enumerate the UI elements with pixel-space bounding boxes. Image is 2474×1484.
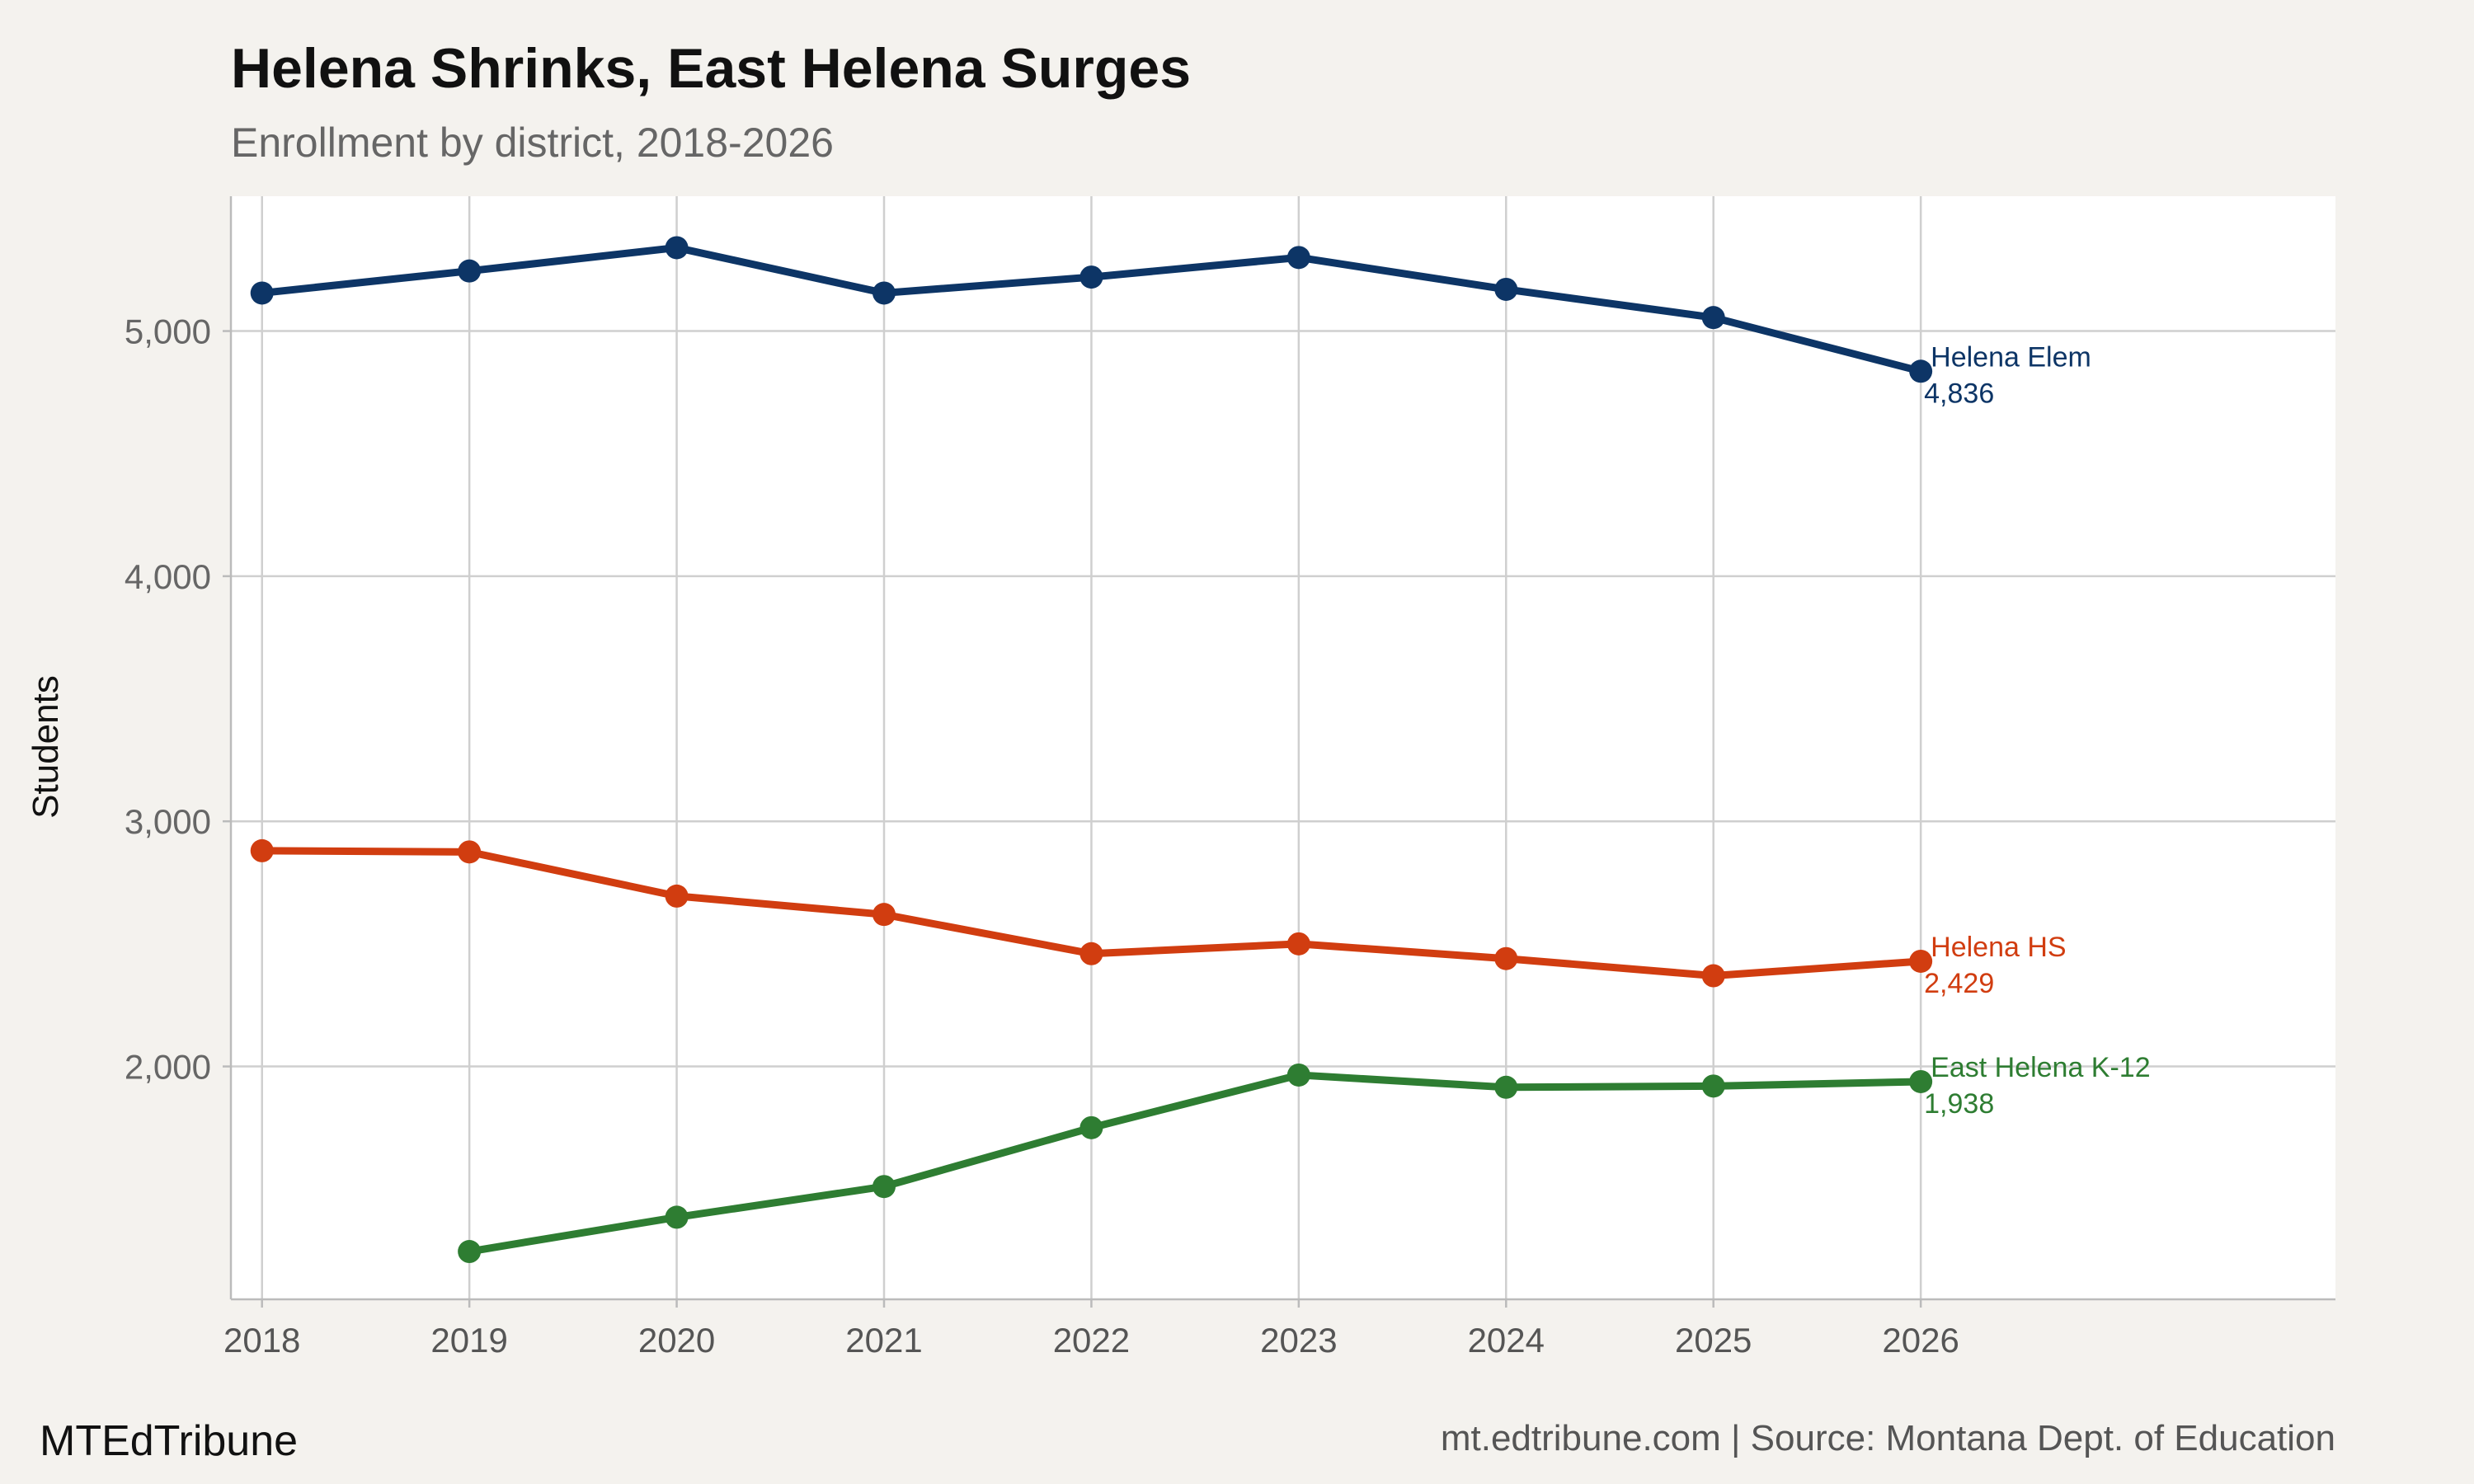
data-point-helena-elem: [1494, 277, 1518, 301]
data-point-east-helena-k-12: [1701, 1074, 1725, 1098]
data-point-helena-elem: [1909, 359, 1933, 383]
data-point-east-helena-k-12: [1286, 1063, 1310, 1087]
x-tick-label: 2021: [845, 1321, 922, 1360]
x-tick-label: 2025: [1675, 1321, 1752, 1360]
series-value-label: 1,938: [1924, 1088, 1994, 1120]
data-point-helena-hs: [1079, 942, 1103, 965]
series-value-label: 2,429: [1924, 968, 1994, 999]
series-value-label: 4,836: [1924, 378, 1994, 409]
series-layer: [250, 236, 1933, 1264]
data-point-east-helena-k-12: [1079, 1115, 1103, 1139]
series-name-label: Helena Elem: [1931, 341, 2091, 373]
y-tick-label: 3,000: [125, 802, 211, 841]
data-point-helena-hs: [1286, 932, 1310, 956]
series-name-label: East Helena K-12: [1931, 1052, 2151, 1083]
chart-subtitle: Enrollment by district, 2018-2026: [231, 120, 834, 166]
x-tick-label: 2026: [1882, 1321, 1959, 1360]
brand-logo-text: MTEdTribune: [40, 1417, 299, 1465]
data-point-east-helena-k-12: [1494, 1075, 1518, 1099]
y-axis-label: Students: [26, 675, 66, 819]
data-point-helena-elem: [1701, 306, 1725, 330]
plot-panel: [231, 196, 2335, 1299]
x-tick-label: 2018: [223, 1321, 300, 1360]
data-point-helena-hs: [1701, 964, 1725, 988]
data-point-helena-elem: [872, 281, 896, 305]
data-point-helena-elem: [1079, 265, 1103, 289]
data-point-helena-hs: [458, 840, 482, 864]
data-point-east-helena-k-12: [872, 1175, 896, 1199]
source-credit: mt.edtribune.com | Source: Montana Dept.…: [1440, 1418, 2335, 1458]
data-point-helena-hs: [250, 838, 274, 862]
series-name-label: Helena HS: [1931, 932, 2066, 963]
data-point-east-helena-k-12: [665, 1205, 689, 1229]
data-point-helena-elem: [1286, 246, 1310, 270]
y-tick-label: 2,000: [125, 1048, 211, 1087]
data-point-east-helena-k-12: [458, 1240, 482, 1264]
data-point-helena-hs: [665, 884, 689, 908]
x-tick-label: 2019: [430, 1321, 507, 1360]
y-tick-label: 5,000: [125, 312, 211, 351]
data-point-east-helena-k-12: [1909, 1069, 1933, 1093]
x-tick-label: 2023: [1260, 1321, 1337, 1360]
data-point-helena-hs: [1909, 949, 1933, 973]
axes: 2,000 3,000 4,000 5,000 2018 2019 2020 2021 2022…: [125, 196, 2335, 1360]
y-tick-label: 4,000: [125, 557, 211, 596]
data-point-helena-elem: [458, 259, 482, 283]
data-point-helena-elem: [250, 281, 274, 305]
data-point-helena-hs: [1494, 946, 1518, 970]
series-line-east-helena-k-12: [465, 1071, 1925, 1256]
grid-lines: [231, 196, 2335, 1299]
x-tick-label: 2022: [1053, 1321, 1130, 1360]
data-point-helena-hs: [872, 903, 896, 927]
chart-title: Helena Shrinks, East Helena Surges: [231, 37, 1192, 100]
x-tick-label: 2024: [1468, 1321, 1545, 1360]
end-labels: Helena Elem 4,836 Helena HS 2,429 East Helen…: [1924, 341, 2151, 1120]
data-point-helena-elem: [665, 236, 689, 260]
x-tick-label: 2020: [638, 1321, 715, 1360]
